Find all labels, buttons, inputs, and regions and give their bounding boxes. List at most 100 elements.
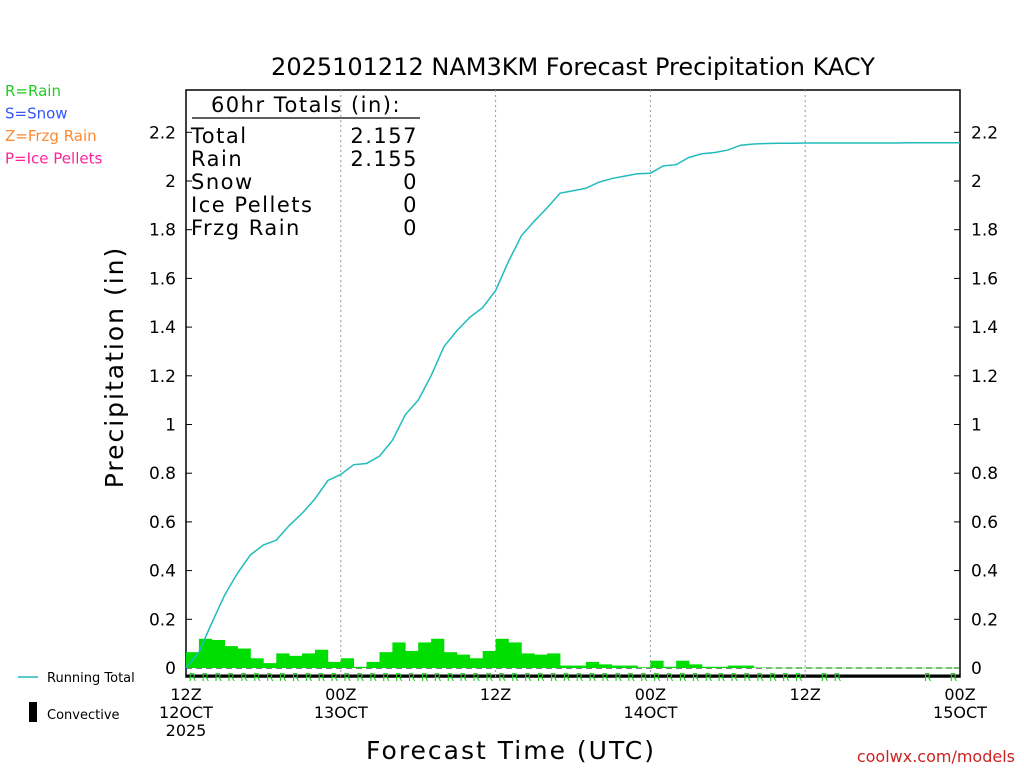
ptype-marker: R: [769, 671, 777, 684]
precip-bar: [766, 667, 780, 669]
totals-row-value: 0: [403, 193, 418, 217]
y-tick-label-left: 0.4: [149, 562, 176, 582]
precip-bar: [676, 660, 690, 668]
ptype-marker: R: [537, 671, 545, 684]
ptype-legend-item: R=Rain: [5, 82, 61, 100]
totals-row-label: Ice Pellets: [191, 193, 313, 217]
totals-row-value: 0: [403, 170, 418, 194]
ptype-marker: R: [601, 671, 609, 684]
ptype-marker: R: [202, 671, 210, 684]
legend-convective: Convective: [47, 708, 120, 723]
ptype-marker: R: [795, 671, 803, 684]
y-tick-label-right: 1.8: [971, 221, 998, 241]
precip-bar: [315, 649, 329, 668]
precip-bar: [366, 661, 380, 668]
precip-bar: [456, 654, 471, 668]
ptype-marker: R: [369, 671, 377, 684]
ptype-marker: R: [382, 671, 390, 684]
ptype-marker: R: [266, 671, 274, 684]
precip-bar: [689, 664, 703, 668]
x-tick-label: 12Z: [790, 685, 821, 704]
ptype-marker: R: [472, 671, 480, 684]
precip-bar: [921, 667, 935, 669]
legend-running-total: Running Total: [47, 671, 135, 686]
precip-bar: [534, 654, 548, 668]
y-tick-label-left: 0: [165, 659, 176, 679]
y-tick-label-right: 0.2: [971, 610, 998, 630]
precip-bar: [237, 648, 251, 668]
precip-bar: [469, 658, 483, 668]
precip-bar: [573, 665, 587, 668]
y-tick-label-right: 0.4: [971, 562, 998, 582]
y-tick-label-right: 0.6: [971, 513, 998, 533]
precip-bar: [869, 667, 883, 669]
totals-row-label: Total: [190, 124, 248, 148]
ptype-marker: R: [743, 671, 751, 684]
x-tick-label: 00Z: [325, 685, 356, 704]
ptype-marker: R: [821, 671, 829, 684]
running-total-line: [185, 142, 960, 669]
ptype-marker: R: [679, 671, 687, 684]
ptype-marker: R: [214, 671, 222, 684]
precip-bar: [598, 664, 612, 668]
chart-title: 2025101212 NAM3KM Forecast Precipitation…: [271, 53, 875, 81]
precip-bar: [482, 650, 496, 668]
y-tick-label-left: 2: [165, 172, 176, 192]
x-tick-label: 00Z: [635, 685, 666, 704]
ptype-legend-item: P=Ice Pellets: [5, 150, 102, 168]
ptype-legend-item: Z=Frzg Rain: [5, 127, 97, 145]
precip-bar: [418, 642, 432, 668]
precip-bar: [379, 652, 393, 668]
totals-row-value: 0: [403, 216, 418, 240]
y-axis-label: Precipitation (in): [100, 246, 129, 489]
ptype-marker: R: [718, 671, 726, 684]
ptype-marker: R: [240, 671, 248, 684]
ptype-marker: R: [253, 671, 261, 684]
precip-bar: [250, 658, 264, 668]
x-tick-label: 13OCT: [314, 703, 368, 722]
precip-bar: [663, 666, 677, 668]
precip-bar: [895, 667, 909, 669]
ptype-marker: R: [950, 671, 958, 684]
precip-bar: [353, 666, 367, 668]
precip-bar: [444, 652, 458, 668]
x-tick-label: 00Z: [944, 685, 975, 704]
precip-bar: [327, 661, 342, 668]
precip-bar: [779, 667, 793, 669]
precip-bar: [405, 650, 419, 668]
ptype-marker: R: [318, 671, 326, 684]
ptype-marker: R: [511, 671, 519, 684]
plot-frame: [185, 89, 961, 678]
ptype-marker: R: [498, 671, 506, 684]
precip-bar: [805, 667, 819, 669]
y-tick-label-right: 1: [971, 416, 982, 436]
ptype-marker: R: [589, 671, 597, 684]
legend-bar-swatch: [29, 702, 37, 722]
ptype-marker: R: [834, 671, 842, 684]
x-tick-label: 12OCT: [159, 703, 213, 722]
y-tick-label-left: 2.2: [149, 123, 176, 143]
x-tick-label: 12Z: [170, 685, 201, 704]
ptype-marker: R: [653, 671, 661, 684]
ptype-marker: R: [614, 671, 622, 684]
ptype-marker: R: [343, 671, 351, 684]
ptype-marker: R: [485, 671, 493, 684]
totals-row-label: Frzg Rain: [191, 216, 301, 240]
ptype-marker: R: [189, 671, 197, 684]
totals-row-value: 2.157: [350, 124, 418, 148]
precip-bar: [289, 655, 303, 668]
y-tick-label-left: 0.2: [149, 610, 176, 630]
y-tick-label-right: 2: [971, 172, 982, 192]
precip-bar: [740, 665, 754, 668]
ptype-marker: R: [705, 671, 713, 684]
precip-bar: [263, 663, 277, 668]
ptype-marker: R: [305, 671, 313, 684]
precip-bar: [818, 667, 832, 669]
ptype-marker: R: [924, 671, 932, 684]
x-tick-label: 12Z: [480, 685, 511, 704]
precip-bar: [843, 667, 858, 669]
y-tick-label-right: 1.6: [971, 269, 998, 289]
x-axis-label: Forecast Time (UTC): [366, 736, 656, 765]
ptype-marker: R: [460, 671, 468, 684]
